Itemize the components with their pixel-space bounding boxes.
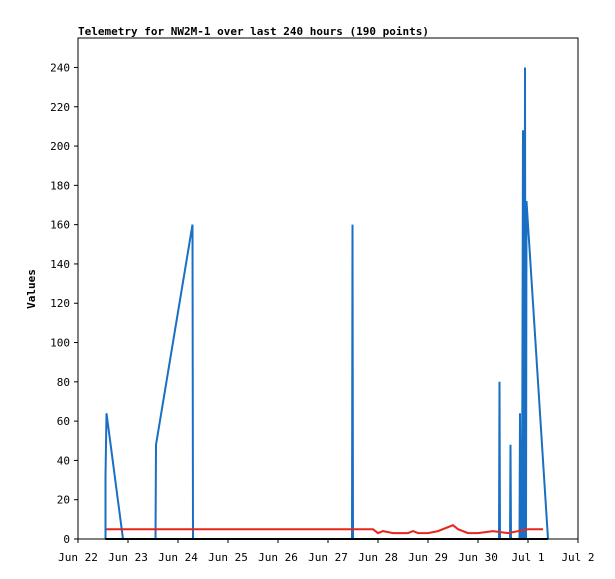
series-layer [104, 67, 549, 540]
x-tick-label: Jun 24 [158, 551, 198, 564]
x-tick-label: Jun 27 [308, 551, 348, 564]
x-tick-label: Jun 25 [208, 551, 248, 564]
y-tick-label: 120 [50, 297, 70, 310]
series-line-1 [104, 67, 549, 540]
y-tick-label: 0 [63, 533, 70, 546]
y-tick-label: 40 [57, 454, 70, 467]
plot-frame [77, 37, 579, 540]
x-tick-label: Jul 1 [511, 551, 544, 564]
y-tick-label: 60 [57, 415, 70, 428]
x-tick-label: Jun 28 [358, 551, 398, 564]
y-tick-label: 180 [50, 179, 70, 192]
y-tick-label: 200 [50, 140, 70, 153]
series-line-2 [106, 524, 543, 535]
y-tick-label: 20 [57, 494, 70, 507]
y-tick-label: 140 [50, 258, 70, 271]
y-axis-label: Values [25, 269, 38, 309]
x-axis-ticks: Jun 22 Jun 23 Jun 24 Jun 25 Jun 26 Jun 27 Jun … [58, 539, 595, 564]
y-axis-ticks: 0 20 40 60 80 100 120 140 160 180 200 220 240 [50, 61, 78, 546]
x-tick-label: Jun 26 [258, 551, 298, 564]
x-tick-label: Jul 2 [561, 551, 594, 564]
x-tick-label: Jun 23 [108, 551, 148, 564]
x-tick-label: Jun 22 [58, 551, 98, 564]
x-tick-label: Jun 29 [408, 551, 448, 564]
y-tick-label: 100 [50, 337, 70, 350]
y-tick-label: 220 [50, 101, 70, 114]
y-tick-label: 240 [50, 61, 70, 74]
x-tick-label: Jun 30 [458, 551, 498, 564]
y-tick-label: 160 [50, 219, 70, 232]
y-tick-label: 80 [57, 376, 70, 389]
chart-title: Telemetry for NW2M-1 over last 240 hours… [78, 25, 429, 38]
